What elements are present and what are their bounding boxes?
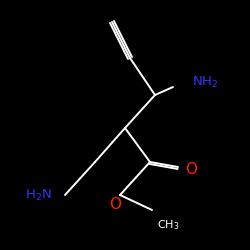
Text: H$_2$N: H$_2$N [25, 188, 52, 202]
Text: NH$_2$: NH$_2$ [192, 74, 218, 90]
Text: O: O [185, 162, 197, 178]
Text: CH$_3$: CH$_3$ [157, 218, 180, 232]
Text: O: O [109, 197, 121, 212]
